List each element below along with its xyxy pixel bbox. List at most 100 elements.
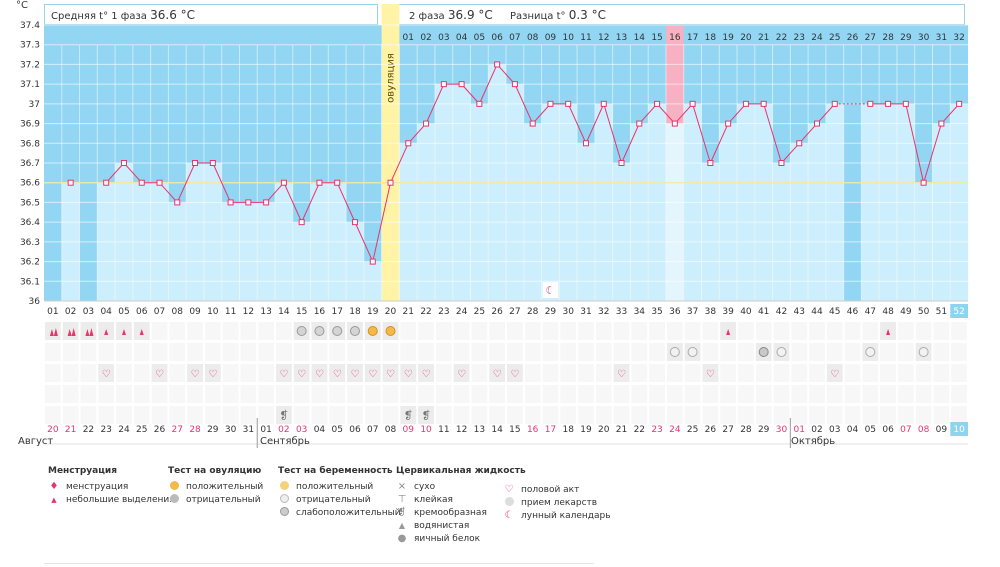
row-cell (62, 364, 79, 382)
row-cell (240, 364, 257, 382)
row-cell (62, 385, 79, 403)
row-cell (897, 343, 914, 361)
marked-cell (364, 364, 381, 382)
row-cell (560, 343, 577, 361)
row-cell (933, 364, 950, 382)
top-day-label: 01 (403, 33, 414, 43)
cycle-day-label: 22 (420, 307, 431, 317)
date-label: 29 (758, 425, 770, 435)
pregnancy-positive-icon (278, 480, 290, 493)
cycle-day-label: 51 (936, 307, 947, 317)
row-cell (418, 343, 434, 361)
row-cell (595, 343, 612, 361)
y-tick-label: 36.2 (20, 258, 40, 268)
date-label: 23 (651, 425, 662, 435)
y-tick-label: 36.1 (20, 277, 40, 287)
legend-cervical: Цервикальная жидкость × сухо ⊤ клейкая ❡ кр… (396, 466, 526, 544)
ovulation-negative-icon (296, 326, 307, 336)
date-label: 24 (118, 425, 130, 435)
marked-cell (45, 322, 61, 340)
date-label: 08 (918, 425, 930, 435)
row-cell (453, 406, 470, 424)
cycle-day-label: 15 (296, 307, 307, 317)
row-cell (258, 322, 275, 340)
row-cell (133, 406, 150, 424)
top-day-label: 06 (491, 33, 503, 43)
row-cell (240, 385, 257, 403)
date-label: 13 (474, 425, 485, 435)
row-cell (649, 343, 665, 361)
top-day-label: 17 (687, 33, 698, 43)
row-cell (151, 385, 168, 403)
temp-segment (638, 103, 658, 124)
top-day-label: 04 (456, 33, 468, 43)
date-label: 24 (669, 425, 681, 435)
temp-bar (665, 123, 684, 301)
temp-segment (621, 123, 640, 164)
marked-cell (98, 364, 115, 382)
heart-icon: ♡ (368, 369, 377, 380)
temp-point (547, 100, 554, 107)
row-cell (613, 343, 630, 361)
temp-segment (727, 103, 747, 124)
temp-segment (514, 83, 534, 124)
date-label: 26 (705, 425, 717, 435)
menstruation-light-icon (726, 329, 731, 335)
temp-segment (283, 182, 303, 223)
row-cell (933, 385, 950, 403)
row-cell (98, 406, 115, 424)
date-label: 04 (847, 425, 859, 435)
row-cell (276, 385, 292, 403)
temp-point (423, 120, 430, 127)
date-label: 14 (491, 425, 503, 435)
temp-point (174, 199, 181, 206)
temp-bar (772, 163, 791, 301)
row-cell (240, 406, 257, 424)
temp-segment (212, 162, 232, 203)
row-cell (649, 364, 665, 382)
row-cell (222, 364, 239, 382)
row-cell (560, 364, 577, 382)
row-cell (258, 406, 275, 424)
top-day-label: 32 (953, 33, 964, 43)
row-cell (897, 322, 914, 340)
temp-segment (478, 64, 498, 105)
temp-point (582, 140, 589, 147)
moon-icon: ☾ (546, 284, 556, 297)
date-label: 26 (154, 425, 166, 435)
row-cell (507, 385, 523, 403)
date-label: 27 (172, 425, 183, 435)
date-label: 25 (687, 425, 698, 435)
month-label-august: Август (18, 436, 54, 447)
y-tick-label: 36 (29, 297, 41, 307)
month-label-september: Сентябрь (260, 436, 310, 447)
heart-icon: ♡ (315, 369, 324, 380)
cycle-day-label: 39 (722, 307, 734, 317)
marked-cell (151, 364, 168, 382)
row-cell (471, 364, 488, 382)
temperature-line (67, 61, 963, 265)
row-cell (187, 385, 203, 403)
cycle-day-label: 21 (403, 307, 414, 317)
date-label: 02 (278, 425, 289, 435)
row-cell (116, 385, 132, 403)
row-cell (80, 406, 97, 424)
temp-point (689, 100, 696, 107)
row-cell (507, 343, 523, 361)
top-day-label: 11 (580, 33, 591, 43)
cycle-day-label: 04 (100, 307, 112, 317)
heart-icon: ♡ (457, 369, 466, 380)
row-cell (578, 322, 594, 340)
temp-bar (434, 84, 453, 302)
pregnancy-negative-icon (776, 347, 787, 357)
row-cell (809, 364, 825, 382)
marked-cell (62, 322, 79, 340)
top-day-label: 02 (420, 33, 431, 43)
row-cell (524, 343, 541, 361)
row-cell (773, 364, 790, 382)
row-cell (666, 364, 683, 382)
cycle-day-label: 24 (456, 307, 468, 317)
cycle-day-label: 37 (687, 307, 698, 317)
watery-icon: ▲ (398, 520, 406, 530)
temp-point (476, 100, 483, 107)
